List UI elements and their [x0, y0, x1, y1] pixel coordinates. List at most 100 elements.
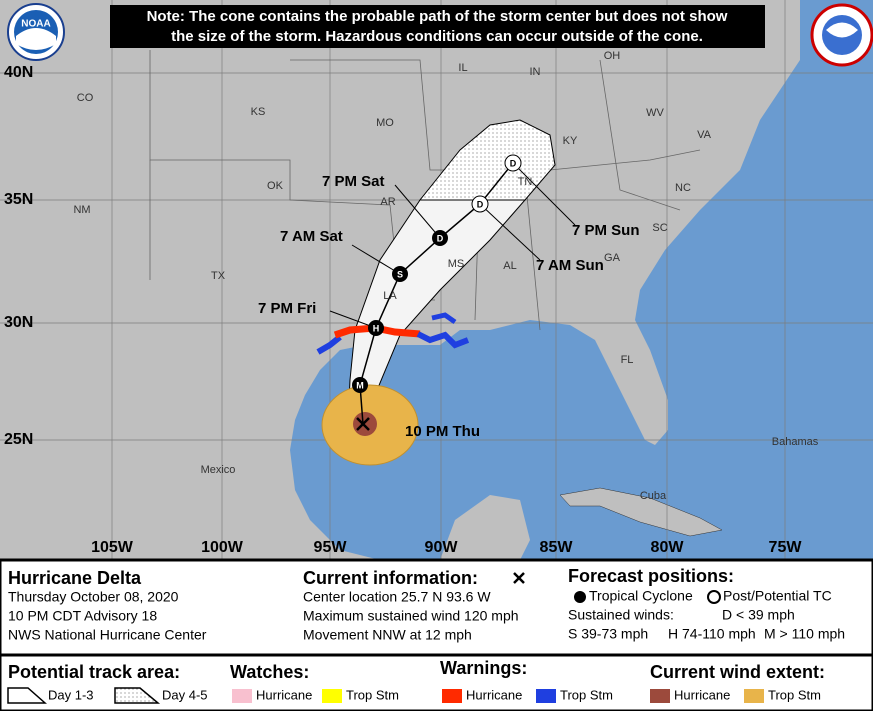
cone-day-4-5: [418, 119, 556, 201]
current-position: [356, 417, 370, 431]
forecast-time: 7 PM Fri: [258, 300, 316, 317]
cuba-island: [559, 487, 723, 537]
issuer: NWS National Hurricane Center: [8, 627, 207, 643]
wind-m: M > 110 mph: [764, 626, 845, 642]
place-label: Mexico: [201, 464, 236, 476]
point-letter: D: [437, 233, 444, 243]
lat-label: 35N: [4, 191, 33, 208]
lon-label: 75W: [769, 539, 803, 556]
point-letter: D: [510, 158, 517, 168]
place-label: OK: [267, 180, 284, 192]
point-letter: H: [373, 323, 380, 333]
noaa-logo: NOAA: [7, 3, 65, 61]
place-label: NC: [675, 182, 691, 194]
place-label: KS: [251, 106, 266, 118]
place-label: IN: [530, 66, 541, 78]
yucatan: [440, 495, 530, 560]
storm-name: Hurricane Delta: [8, 568, 142, 588]
hurricane-warning-swatch: [442, 689, 462, 703]
label-leaders: [329, 162, 576, 329]
logo-text: NOAA: [21, 19, 50, 30]
note: Note: The cone contains the probable pat…: [147, 8, 728, 25]
lon-label: 100W: [201, 539, 244, 556]
forecast-time: 7 PM Sat: [322, 173, 385, 190]
lon-label: 95W: [314, 539, 348, 556]
lon-label: 90W: [425, 539, 459, 556]
ptc-icon: [707, 590, 721, 604]
place-label: AL: [503, 260, 516, 272]
day45-icon: [114, 687, 161, 704]
place-label: Bahamas: [772, 436, 819, 448]
max-wind: Maximum sustained wind 120 mph: [303, 608, 519, 624]
day13-icon: [7, 687, 47, 704]
wind-extent-title: Current wind extent:: [650, 662, 825, 682]
place-label: TX: [211, 270, 226, 282]
nws-logo: [810, 3, 873, 67]
forecast-points: M H S D D D: [352, 154, 522, 393]
note-box: [110, 5, 765, 48]
storm-date: Thursday October 08, 2020: [8, 589, 179, 605]
lon-labels: 105W 100W 95W 90W 85W 80W 75W: [91, 539, 802, 556]
place-label: FL: [621, 354, 634, 366]
lat-label: 25N: [4, 431, 33, 448]
lon-label: 105W: [91, 539, 134, 556]
forecast-time: 10 PM Thu: [405, 423, 480, 440]
day13-label: Day 1-3: [48, 687, 94, 702]
day45-label: Day 4-5: [162, 687, 208, 702]
ts-watch-label: Trop Stm: [346, 687, 399, 702]
hurricane-watch-swatch: [232, 689, 252, 703]
wind-d: D < 39 mph: [722, 607, 795, 623]
ts-extent-label: Trop Stm: [768, 687, 821, 702]
hurricane-extent-label: Hurricane: [674, 687, 730, 702]
watches-title: Watches:: [230, 662, 309, 682]
tc-label: Tropical Cyclone: [589, 588, 693, 604]
place-label: OH: [604, 50, 621, 62]
forecast-time: 7 AM Sat: [280, 228, 343, 245]
note: the size of the storm. Hazardous conditi…: [171, 28, 703, 45]
center-location: Center location 25.7 N 93.6 W: [303, 589, 491, 605]
wind-s: S 39-73 mph: [568, 626, 648, 642]
tc-icon: [574, 591, 586, 603]
trop-stm-warning: [431, 312, 457, 325]
hurricane-watch-label: Hurricane: [256, 687, 312, 702]
place-label: Cuba: [640, 490, 667, 502]
legend-panel: Hurricane Delta Thursday October 08, 202…: [0, 558, 873, 711]
winds-title: Sustained winds:: [568, 607, 674, 623]
forecast-time: 7 AM Sun: [536, 257, 604, 274]
lon-label: 80W: [651, 539, 685, 556]
place-label: VA: [697, 129, 712, 141]
track-area-title: Potential track area:: [8, 662, 180, 682]
place-label: TN: [518, 176, 533, 188]
place-label: SC: [652, 222, 667, 234]
warnings-title: Warnings:: [440, 658, 527, 678]
point-letter: M: [356, 380, 364, 390]
place-label: MO: [376, 117, 394, 129]
place-label: AR: [380, 196, 395, 208]
hurricane-wind: [353, 412, 377, 436]
point-letter: S: [397, 269, 403, 279]
ts-warning-label: Trop Stm: [560, 687, 613, 702]
graticule: [0, 0, 873, 560]
current-icon: [513, 572, 525, 584]
lon-label: 85W: [540, 539, 574, 556]
hurricane-extent-swatch: [650, 689, 670, 703]
place-label: NM: [73, 204, 90, 216]
ts-watch-swatch: [322, 689, 342, 703]
place-label: GA: [604, 252, 621, 264]
current-info-title: Current information:: [303, 568, 478, 588]
trop-stm-warning: [316, 334, 342, 355]
lat-labels: 40N 35N 30N 25N: [4, 64, 33, 448]
movement: Movement NNW at 12 mph: [303, 627, 472, 643]
ocean: [290, 0, 873, 560]
trop-stm-warning: [416, 331, 470, 349]
ts-warning-swatch: [536, 689, 556, 703]
forecast-time: 7 PM Sun: [572, 222, 640, 239]
ptc-label: Post/Potential TC: [723, 588, 832, 604]
place-label: CO: [77, 92, 94, 104]
ts-extent-swatch: [744, 689, 764, 703]
forecast-time-labels: 7 PM Sat 7 AM Sat 7 PM Fri 10 PM Thu 7 P…: [258, 173, 640, 440]
place-label: MS: [448, 258, 465, 270]
lat-label: 40N: [4, 64, 33, 81]
